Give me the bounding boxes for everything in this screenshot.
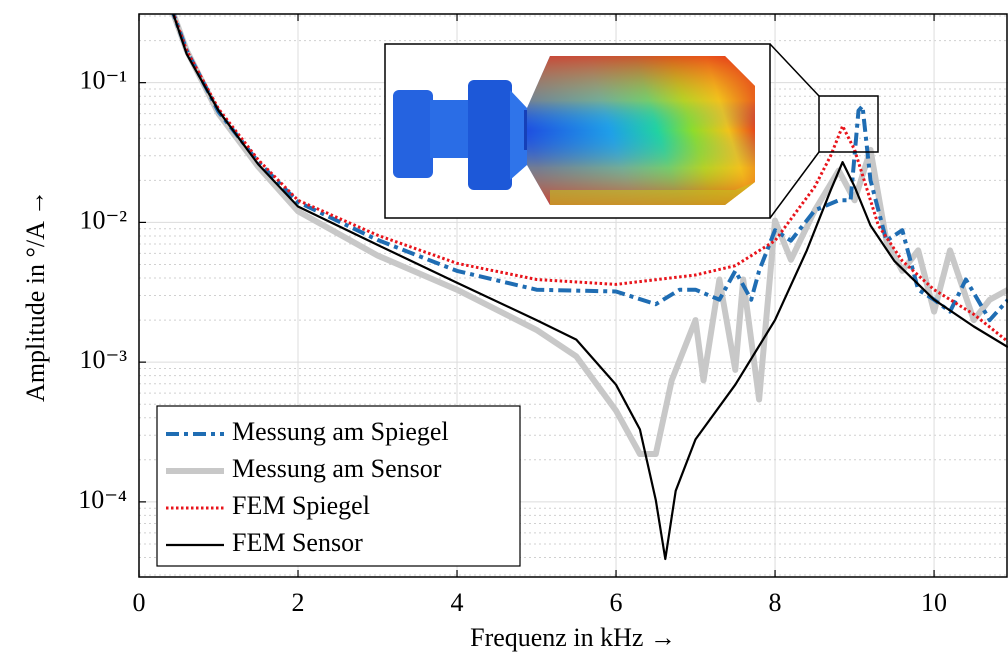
zoom-box: [818, 95, 879, 153]
y-axis-label: Amplitude in °/A →: [21, 190, 50, 402]
part: [510, 90, 527, 180]
series-line: [171, 14, 1008, 343]
series-line: [171, 14, 1008, 323]
plot-lines: [170, 14, 1008, 561]
part: [430, 100, 470, 158]
x-tick-label: 10: [921, 588, 947, 617]
x-tick-label: 0: [133, 588, 146, 617]
zoom-connector: [769, 43, 820, 97]
x-tick-label: 4: [451, 588, 464, 617]
part: [468, 80, 512, 190]
y-tick-label: 10⁻¹: [79, 66, 127, 95]
zoom-connector: [769, 151, 820, 219]
fem-edge: [550, 182, 755, 205]
legend-frame: [156, 405, 521, 567]
part: [393, 90, 433, 178]
y-tick-label: 10⁻³: [79, 345, 127, 374]
y-tick-label: 10⁻²: [79, 205, 127, 234]
series-line: [172, 14, 1008, 561]
x-axis-label: Frequenz in kHz →: [470, 623, 676, 652]
x-tick-label: 8: [769, 588, 782, 617]
legend-label: FEM Spiegel: [232, 491, 370, 520]
plot-frame: [138, 13, 1008, 578]
y-tick-label: 10⁻⁴: [78, 485, 127, 514]
legend-label: Messung am Spiegel: [232, 417, 449, 446]
axes: [138, 13, 1008, 578]
legend-label: FEM Sensor: [232, 528, 363, 557]
x-tick-label: 6: [610, 588, 623, 617]
fem-overlay: [527, 56, 755, 205]
series-line: [170, 14, 1008, 457]
inset: [384, 43, 879, 219]
legend-label: Messung am Sensor: [232, 454, 442, 483]
x-tick-label: 2: [292, 588, 305, 617]
legend: Messung am Spiegel Messung am Sensor FEM S…: [156, 405, 521, 567]
